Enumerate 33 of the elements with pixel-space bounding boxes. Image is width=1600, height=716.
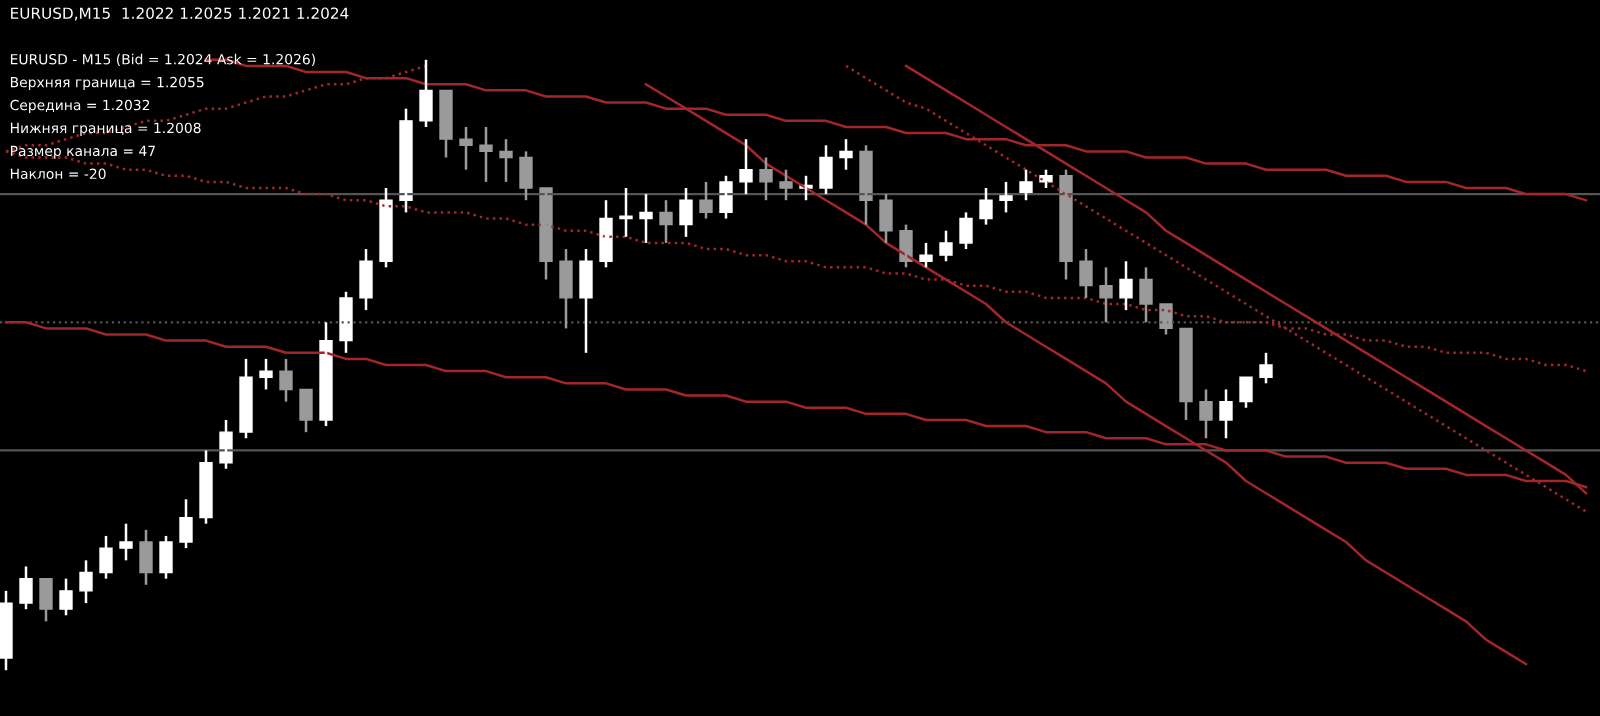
candlestick <box>1259 351 1273 385</box>
candlestick <box>739 137 753 196</box>
candlestick <box>959 211 973 251</box>
candlestick <box>79 559 93 605</box>
candlestick <box>119 522 133 562</box>
candlestick <box>279 357 293 403</box>
candlestick <box>919 241 933 269</box>
candlestick <box>939 229 953 263</box>
candlestick <box>139 528 153 587</box>
candlestick <box>459 125 473 171</box>
candlestick <box>559 247 573 330</box>
candlestick <box>779 168 793 202</box>
candlestick <box>359 247 373 312</box>
candlestick <box>179 498 193 550</box>
candlestick <box>259 357 273 391</box>
candlestick <box>439 89 453 159</box>
candlestick <box>299 388 313 434</box>
candlestick <box>419 58 433 129</box>
candlestick <box>1199 388 1213 440</box>
candlestick <box>99 534 113 580</box>
candlestick <box>59 577 73 617</box>
candlestick <box>159 534 173 580</box>
candlestick <box>759 156 773 202</box>
candlestick <box>1099 266 1113 324</box>
candlestick <box>1119 260 1133 312</box>
candlestick <box>579 247 593 355</box>
candlestick <box>819 144 833 196</box>
candlestick <box>1219 388 1233 440</box>
candlestick <box>519 150 533 202</box>
candlestick <box>39 577 53 623</box>
candlestick <box>19 565 33 611</box>
candlestick <box>619 186 633 239</box>
candlestick <box>1139 266 1153 324</box>
